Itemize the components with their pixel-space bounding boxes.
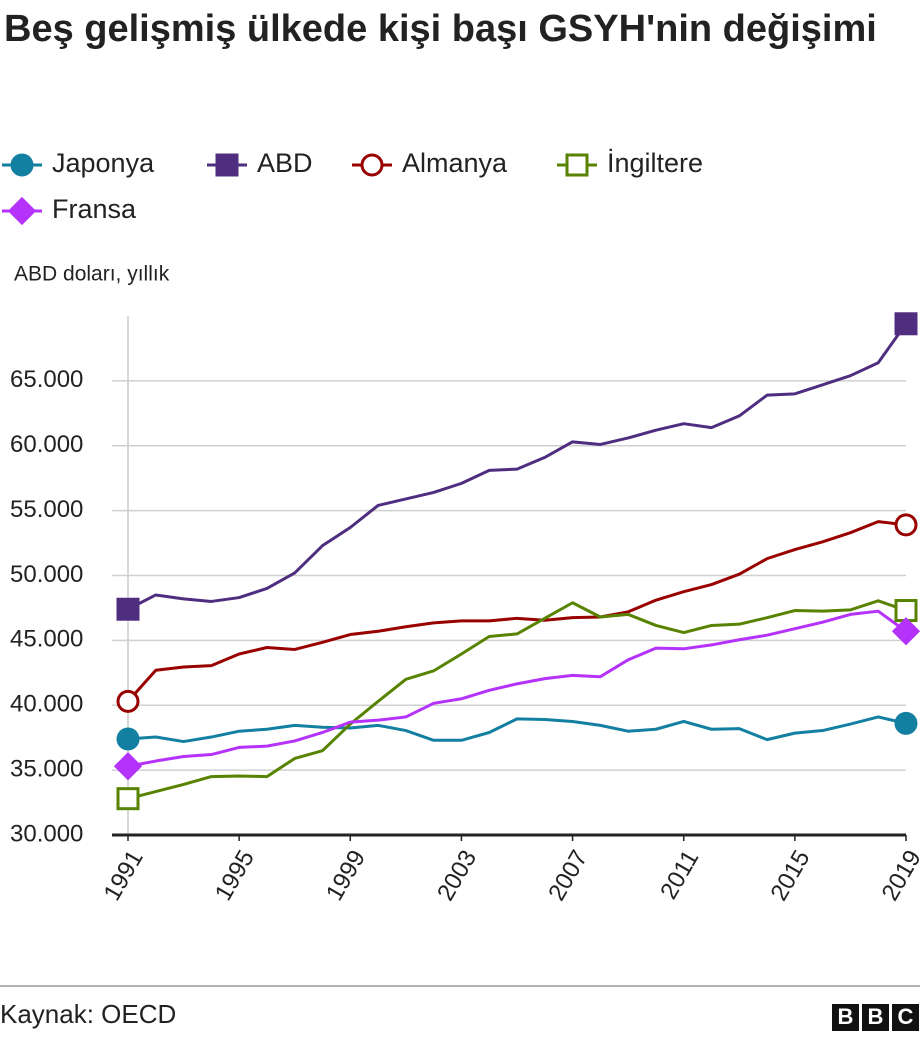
marker — [894, 513, 918, 537]
legend-marker — [360, 153, 384, 177]
subtitle: ABD doları, yıllık — [14, 263, 170, 286]
logo-box — [862, 1004, 889, 1031]
series-line — [127, 322, 908, 611]
y-tick-label: 30.000 — [10, 820, 83, 847]
legend-marker — [7, 196, 37, 226]
x-tick-label: 2015 — [765, 846, 815, 906]
legend-label: Almanya — [402, 148, 508, 178]
marker — [116, 727, 140, 751]
marker — [894, 711, 918, 735]
legend-marker — [215, 153, 239, 177]
x-tick-label: 1995 — [210, 846, 260, 906]
logo-box — [832, 1004, 859, 1031]
marker — [116, 689, 140, 713]
y-tick-label: 35.000 — [10, 755, 83, 782]
series-line — [126, 520, 907, 703]
x-tick-label: 2003 — [432, 846, 482, 906]
logo: BBC — [838, 1004, 914, 1029]
y-tick-label: 40.000 — [10, 691, 83, 718]
marker — [891, 617, 920, 646]
legend-label: İngiltere — [607, 147, 703, 178]
marker — [113, 752, 143, 781]
series-line — [127, 609, 907, 768]
marker — [894, 312, 918, 336]
y-tick-label: 50.000 — [10, 561, 83, 588]
marker — [116, 787, 140, 811]
y-tick-label: 60.000 — [10, 431, 83, 458]
y-tick-label: 65.000 — [10, 366, 83, 393]
x-tick-label: 2007 — [543, 846, 593, 906]
x-tick-label: 2011 — [655, 846, 704, 904]
series-line — [127, 715, 907, 744]
marker — [116, 597, 140, 621]
legend-label: Fransa — [52, 194, 137, 224]
x-tick-label: 1999 — [321, 846, 371, 906]
y-tick-label: 45.000 — [10, 626, 83, 653]
x-tick-label: 1991 — [99, 846, 149, 906]
legend-label: Japonya — [52, 148, 155, 178]
chart-title: Beş gelişmiş ülkede kişi başı GSYH'nin d… — [4, 8, 877, 50]
x-tick-label: 2019 — [877, 846, 920, 906]
legend-marker — [565, 153, 589, 177]
legend-label: ABD — [257, 148, 313, 178]
logo-box — [892, 1004, 919, 1031]
y-tick-label: 55.000 — [10, 496, 83, 523]
source: Kaynak: OECD — [0, 999, 176, 1029]
legend-marker — [10, 153, 34, 177]
series-line — [127, 599, 907, 801]
